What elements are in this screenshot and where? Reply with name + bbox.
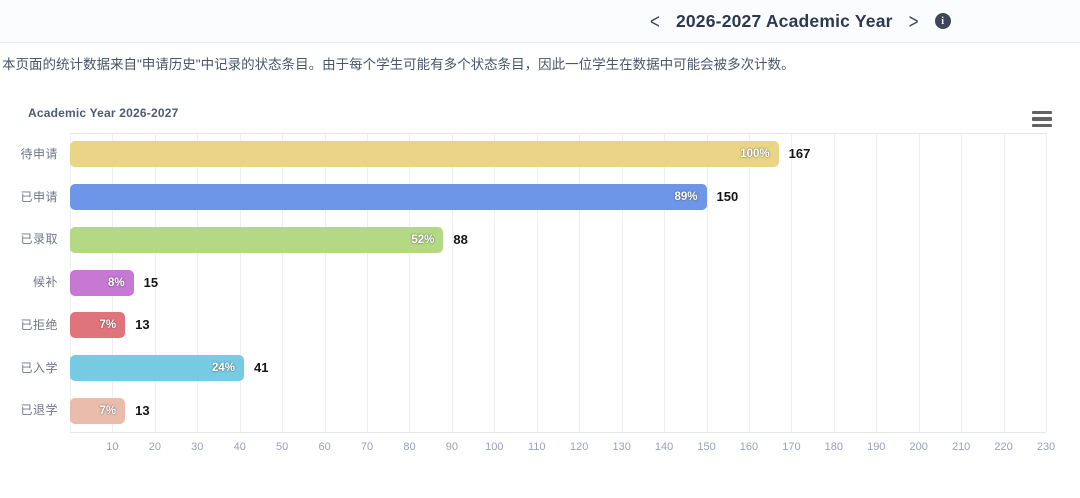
percent-label: 52%	[411, 233, 435, 246]
percent-label: 7%	[99, 319, 117, 332]
gridline	[409, 133, 411, 432]
bar-已申请[interactable]: 89%	[70, 184, 707, 211]
next-year-button[interactable]: >	[908, 9, 919, 33]
bar-已入学[interactable]: 24%	[70, 354, 244, 381]
menu-bar-icon	[1032, 111, 1052, 115]
x-tick-label: 20	[148, 441, 161, 453]
x-tick-label: 160	[739, 441, 759, 453]
notice-text: 本页面的统计数据来自"申请历史"中记录的状态条目。由于每个学生可能有多个状态条目…	[2, 57, 795, 72]
gridline	[918, 133, 920, 432]
page-header: < 2026-2027 Academic Year > i	[0, 0, 1080, 43]
bar-已拒绝[interactable]: 7%	[70, 312, 126, 339]
category-label: 待申请	[20, 147, 58, 161]
bar-chart-plot: 待申请 100% 167 已申请 89% 150 已录取 52% 88 候补 8% 15 已拒绝 7% 13…	[0, 133, 1080, 463]
category-label: 已退学	[20, 403, 58, 418]
bar-待申请[interactable]: 100%	[70, 141, 779, 168]
value-label: 150	[716, 189, 739, 205]
gridline	[961, 133, 963, 432]
gridline	[239, 133, 241, 432]
percent-label: 8%	[108, 276, 125, 289]
category-label: 已录取	[20, 232, 58, 247]
gridline	[1046, 133, 1047, 432]
gridline	[706, 133, 708, 432]
x-tick-label: 70	[360, 441, 374, 453]
x-tick-label: 140	[654, 441, 674, 453]
x-axis-line	[70, 432, 1046, 433]
value-label: 13	[135, 317, 150, 333]
chart-title: Academic Year 2026-2027	[28, 106, 179, 120]
menu-bar-icon	[1032, 123, 1052, 127]
x-tick-label: 100	[485, 441, 504, 453]
bar-已录取[interactable]: 52%	[70, 226, 444, 253]
percent-label: 24%	[211, 361, 235, 374]
gridline	[324, 133, 326, 432]
plot-border-top	[70, 133, 1046, 134]
x-tick-label: 30	[191, 441, 204, 453]
value-label: 88	[453, 231, 468, 247]
x-tick-label: 200	[909, 441, 928, 453]
x-tick-label: 80	[403, 441, 416, 453]
x-tick-label: 230	[1036, 441, 1056, 453]
gridline	[154, 133, 156, 432]
x-tick-label: 180	[824, 441, 843, 453]
info-icon[interactable]: i	[934, 13, 951, 29]
value-label: 15	[143, 274, 159, 290]
gridline	[664, 133, 666, 432]
percent-label: 89%	[674, 191, 698, 204]
value-label: 167	[788, 146, 811, 162]
gridline	[451, 133, 453, 432]
prev-year-button[interactable]: <	[650, 9, 660, 33]
x-tick-label: 220	[994, 441, 1013, 453]
x-tick-label: 10	[106, 441, 119, 453]
gridline	[621, 133, 623, 432]
percent-label: 7%	[99, 404, 117, 417]
x-tick-label: 40	[233, 441, 246, 453]
gridline	[1003, 133, 1005, 432]
gridline	[791, 133, 793, 432]
category-label: 已拒绝	[20, 317, 58, 332]
x-tick-label: 90	[445, 441, 459, 453]
value-label: 13	[135, 402, 150, 418]
x-tick-label: 210	[951, 441, 971, 453]
bar-候补[interactable]: 8%	[70, 269, 134, 296]
x-tick-label: 130	[612, 441, 631, 453]
year-navigator: < 2026-2027 Academic Year > i	[648, 0, 951, 42]
gridline	[833, 133, 835, 432]
menu-bar-icon	[1032, 117, 1052, 121]
gridline	[367, 133, 369, 432]
percent-label: 100%	[740, 148, 770, 161]
gridline	[579, 133, 581, 432]
x-tick-label: 190	[867, 441, 886, 453]
category-label: 已入学	[20, 360, 58, 375]
category-label: 候补	[32, 275, 58, 290]
gridline	[494, 133, 496, 432]
bar-已退学[interactable]: 7%	[70, 397, 126, 424]
gridline	[748, 133, 750, 432]
x-tick-label: 170	[782, 441, 801, 453]
gridline	[282, 133, 284, 432]
x-tick-label: 50	[276, 441, 289, 453]
x-tick-label: 110	[528, 441, 546, 453]
x-tick-label: 60	[318, 441, 331, 453]
gridline	[197, 133, 199, 432]
x-tick-label: 120	[570, 441, 589, 453]
value-label: 41	[253, 359, 269, 375]
chart-menu-button[interactable]	[1032, 111, 1052, 127]
category-label: 已申请	[20, 189, 58, 204]
x-tick-label: 150	[697, 441, 716, 453]
gridline	[536, 133, 538, 432]
gridline	[876, 133, 878, 432]
page-title: 2026-2027 Academic Year	[675, 10, 893, 31]
